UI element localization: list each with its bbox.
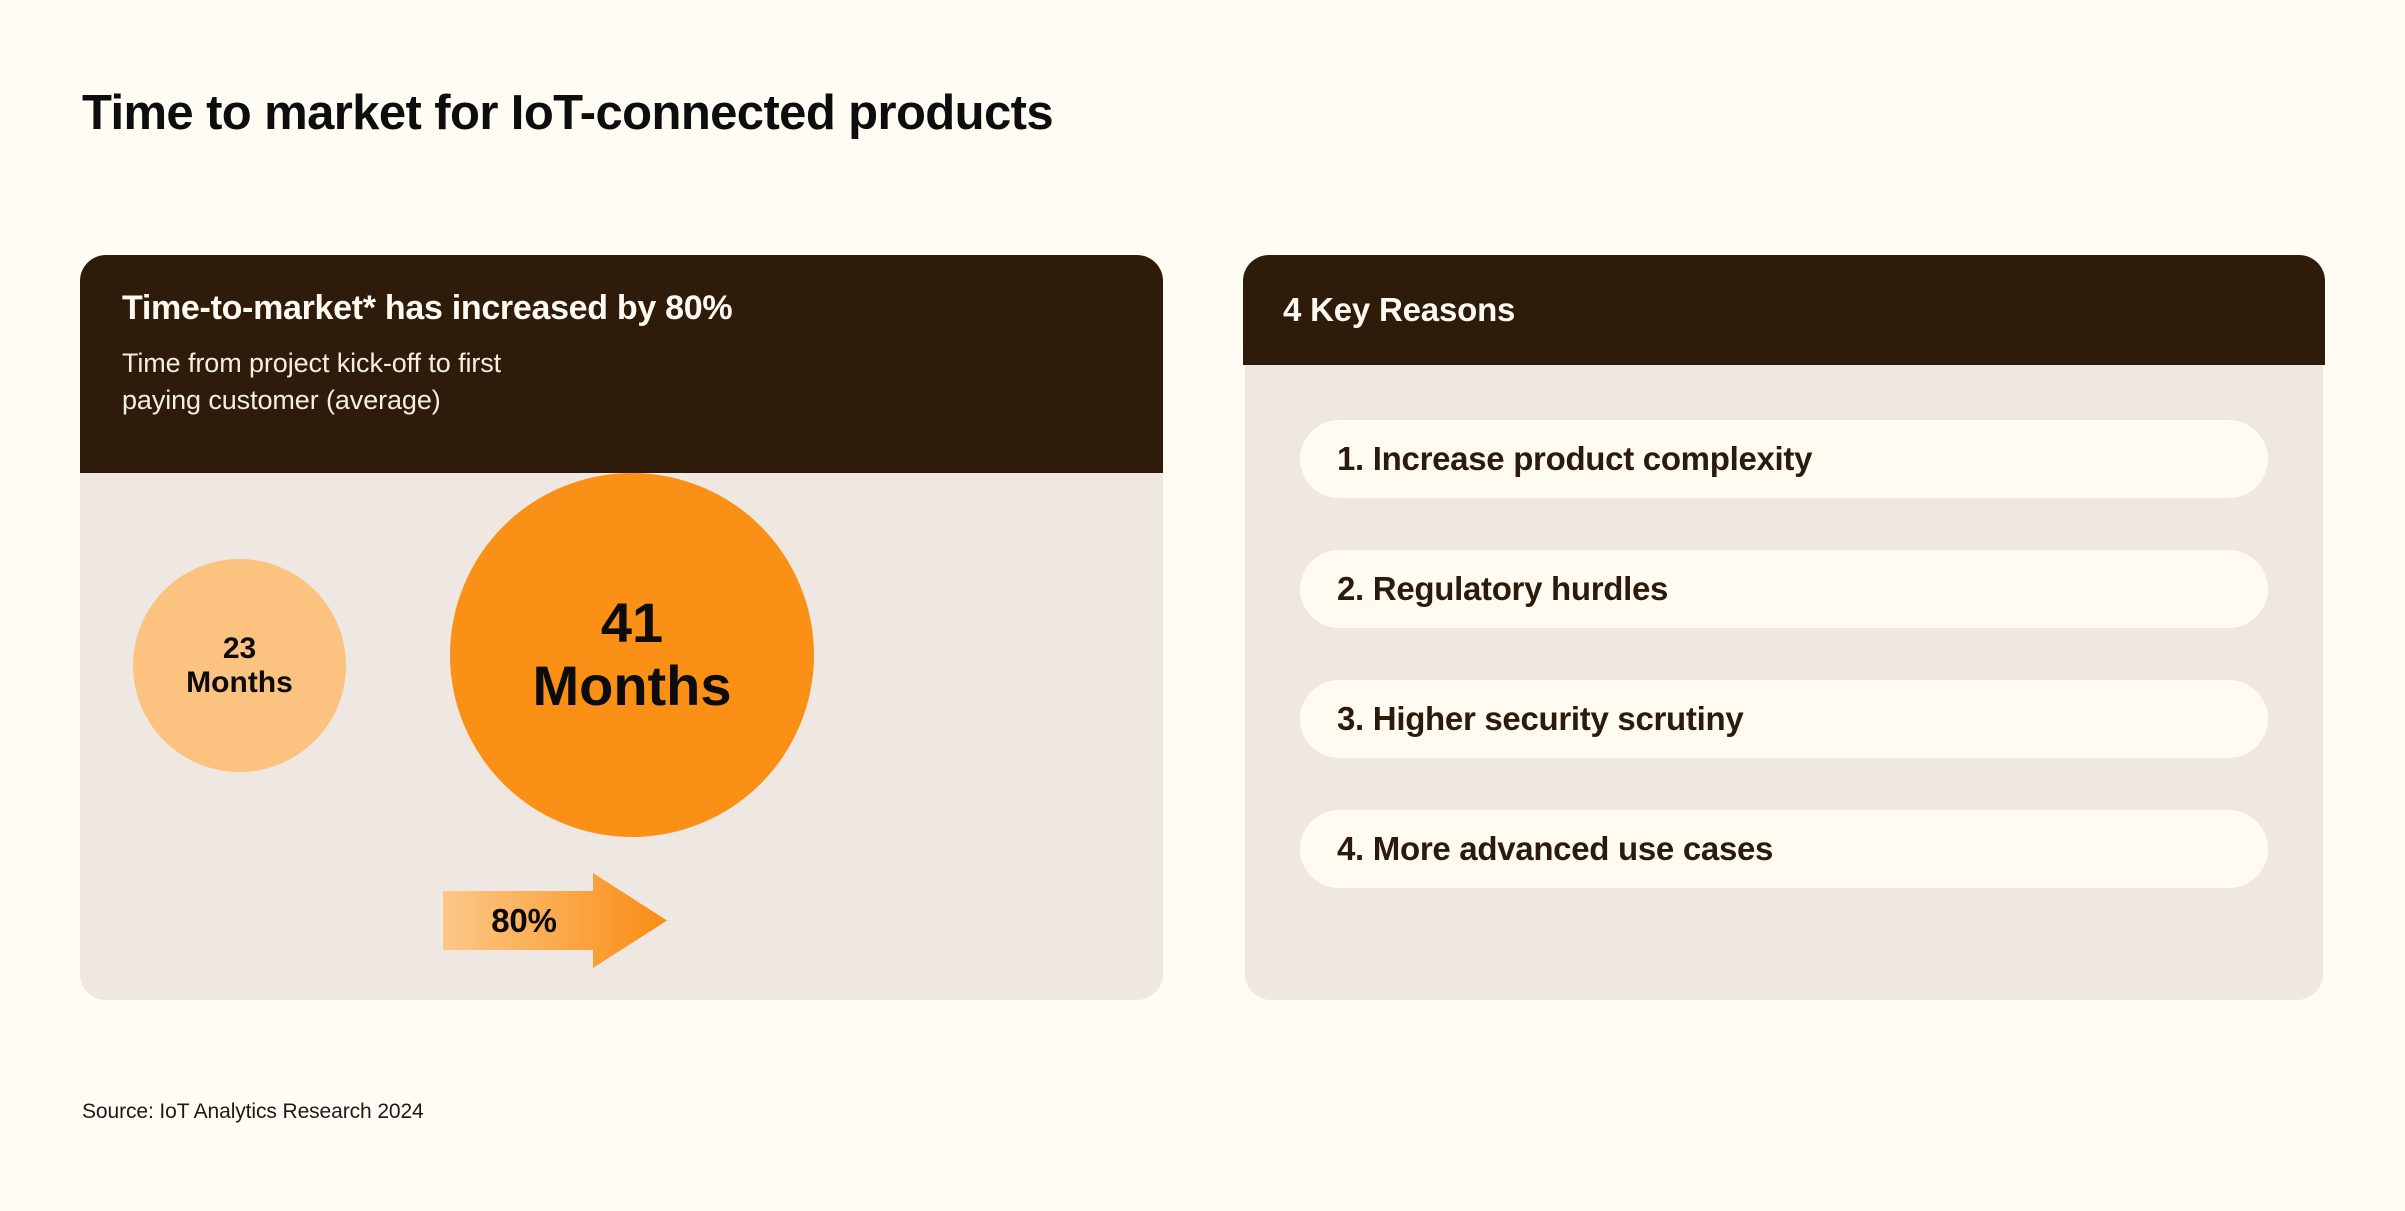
right-card-header: 4 Key Reasons [1243,255,2325,365]
circle-2020-value: 23 [222,631,257,665]
page-title: Time to market for IoT-connected product… [82,86,1054,140]
circle-2024: 41 Months [450,473,814,837]
left-card-subtitle: Time from project kick-off to first payin… [122,345,1121,419]
left-card-header: Time-to-market* has increased by 80% Tim… [80,255,1163,473]
time-to-market-card: Time-to-market* has increased by 80% Tim… [80,255,1163,1000]
growth-arrow: 80% [443,873,667,968]
reason-label: 2. Regulatory hurdles [1337,570,1669,607]
key-reasons-card: 4 Key Reasons 1. Increase product comple… [1243,255,2325,1000]
left-card-body: 23 Months 80% 41 [80,473,1163,1000]
left-card-subtitle-line: paying customer (average) [122,384,441,415]
circle-2024-value: 41 [600,591,664,655]
list-item[interactable]: 2. Regulatory hurdles [1300,550,2268,628]
arrow-right-icon [443,873,667,968]
right-card-title: 4 Key Reasons [1283,291,1516,328]
reason-label: 4. More advanced use cases [1337,830,1774,867]
circle-2024-unit: Months [532,654,732,717]
arrow-percent-label: 80% [491,901,557,939]
list-item[interactable]: 4. More advanced use cases [1300,810,2268,888]
list-item[interactable]: 3. Higher security scrutiny [1300,680,2268,758]
left-card-title: Time-to-market* has increased by 80% [122,289,733,327]
left-card-subtitle-line: Time from project kick-off to first [122,348,502,378]
circle-2020-unit: Months [186,665,293,699]
reason-label: 3. Higher security scrutiny [1337,700,1744,737]
reasons-list: 1. Increase product complexity 2. Regula… [1245,365,2323,1000]
circle-2020: 23 Months [133,559,346,772]
reason-label: 1. Increase product complexity [1337,440,1813,477]
list-item[interactable]: 1. Increase product complexity [1300,420,2268,498]
source-note: Source: IoT Analytics Research 2024 [82,1100,424,1123]
